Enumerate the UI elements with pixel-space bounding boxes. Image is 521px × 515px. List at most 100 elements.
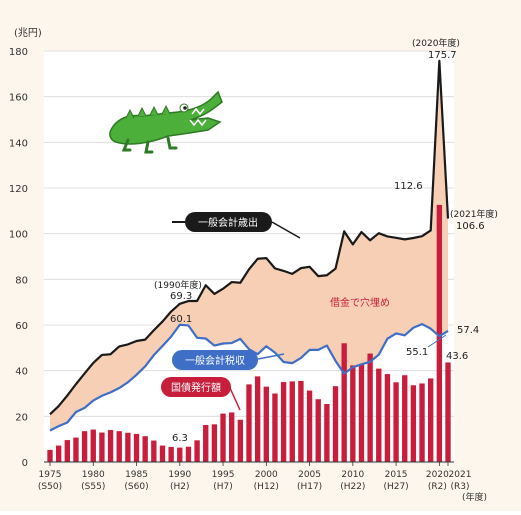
bond-bar	[237, 419, 244, 462]
annotation-2020-tax: 55.1	[406, 347, 428, 358]
bond-bar	[324, 404, 330, 462]
crocodile-spikes	[125, 104, 171, 119]
x-tick-label: 2000	[255, 470, 278, 480]
bond-bar	[410, 385, 417, 462]
bond-bar	[220, 413, 226, 462]
x-tick-label: 1990	[168, 470, 191, 480]
bond-bar	[81, 431, 88, 462]
bond-bar	[73, 437, 79, 462]
bond-bar	[55, 445, 62, 462]
x-tick-label: 1980	[82, 470, 105, 480]
annotation-2021-year: (2021年度)	[450, 208, 498, 220]
x-tick-era-label: (R3)	[450, 482, 469, 492]
legend-spending-leader	[271, 221, 301, 239]
legend-tax-label: 一般会計税収	[185, 354, 245, 367]
bond-bar	[229, 412, 235, 462]
y-tick-label: 180	[9, 47, 28, 58]
bond-bar	[289, 381, 295, 462]
legend-tax-leader	[257, 353, 285, 360]
spending-line	[49, 59, 450, 416]
x-tick-label: 1975	[39, 470, 62, 480]
y-tick-label: 100	[9, 230, 28, 241]
bond-bar	[185, 446, 192, 462]
annotation-2020-bond: 112.6	[394, 181, 423, 192]
legend-bond-label: 国債発行額	[171, 381, 221, 394]
legend-bond-badge	[161, 377, 231, 397]
bond-bar	[445, 362, 451, 462]
bond-bar	[211, 424, 218, 462]
bond-bar	[280, 382, 287, 462]
bond-bar	[142, 436, 148, 462]
legend-spending-label: 一般会計歳出	[198, 216, 258, 229]
x-tick-era-label: (H17)	[297, 482, 322, 492]
legend-spending-badge	[185, 212, 272, 232]
x-tick-label: 1995	[212, 470, 235, 480]
x-tick-label: 2005	[298, 470, 321, 480]
bond-bar	[272, 393, 278, 462]
bond-bar	[151, 440, 157, 462]
legend-bond: 国債発行額	[161, 377, 241, 411]
x-tick-era-label: (S55)	[81, 482, 105, 492]
bond-bar	[177, 447, 183, 462]
x-tick-era-label: (H12)	[254, 482, 279, 492]
bond-bar	[116, 431, 122, 462]
annotation-1990-tax: 60.1	[170, 314, 192, 325]
x-tick-era-label: (H27)	[383, 482, 408, 492]
bond-bar	[428, 378, 434, 462]
crocodile-illustration	[109, 90, 223, 154]
legend-bond-leader	[229, 387, 241, 411]
bond-bar	[358, 364, 365, 462]
y-tick-label: 80	[15, 275, 28, 286]
bond-bar	[246, 384, 252, 462]
bond-bar	[393, 382, 399, 462]
legend-spending: 一般会計歳出	[172, 212, 301, 239]
tax-line	[49, 322, 449, 432]
bond-bar	[350, 365, 356, 462]
bond-bar	[254, 376, 261, 462]
y-tick-label: 120	[9, 184, 28, 195]
annotation-1990-bond: 6.3	[172, 433, 188, 444]
x-tick-label: 1985	[125, 470, 148, 480]
annotation-2021-spending: 106.6	[456, 221, 485, 232]
annotation-2021-bond: 43.6	[446, 351, 468, 362]
legend-tax: 一般会計税収	[172, 350, 285, 370]
bond-bar	[332, 386, 339, 462]
y-tick-label: 0	[22, 458, 28, 469]
annotation-2020-spending: 175.7	[428, 50, 457, 61]
bond-bar	[298, 380, 304, 462]
annotation-2020-year: (2020年度)	[412, 37, 460, 49]
x-tick-era-label: (H2)	[170, 482, 190, 492]
gap-area	[50, 60, 448, 431]
x-tick-era-label: (H7)	[213, 482, 233, 492]
crocodile-legs	[121, 136, 178, 154]
bond-bar	[402, 375, 408, 462]
x-tick-label: 2020	[426, 470, 449, 480]
annotation-1990-year: (1990年度)	[154, 279, 202, 291]
bond-bar	[315, 399, 321, 462]
x-tick-era-label: (S50)	[38, 482, 62, 492]
bond-bar	[107, 430, 114, 462]
bond-bar	[168, 446, 174, 462]
bond-bar	[133, 433, 140, 462]
y-tick-label: 160	[9, 93, 28, 104]
y-axis-label: (兆円)	[14, 27, 42, 39]
bond-bar	[367, 353, 373, 462]
y-tick-label: 60	[15, 321, 28, 332]
bond-bar	[194, 440, 200, 462]
y-tick-label: 20	[15, 412, 28, 423]
x-tick-era-label: (R2)	[428, 482, 447, 492]
bond-bar	[99, 432, 105, 462]
crocodile-pupil	[183, 106, 187, 110]
bond-bar	[436, 204, 443, 462]
annotation-2020-tax-leader	[427, 334, 447, 348]
bond-bar	[384, 374, 391, 462]
y-tick-label: 140	[9, 138, 28, 149]
bond-bar	[341, 343, 347, 462]
bond-bar	[90, 429, 96, 462]
x-tick-label: 2015	[385, 470, 408, 480]
bond-bar	[306, 390, 313, 462]
annotation-1990-spending: 69.3	[170, 291, 192, 302]
bond-bar	[419, 383, 425, 462]
